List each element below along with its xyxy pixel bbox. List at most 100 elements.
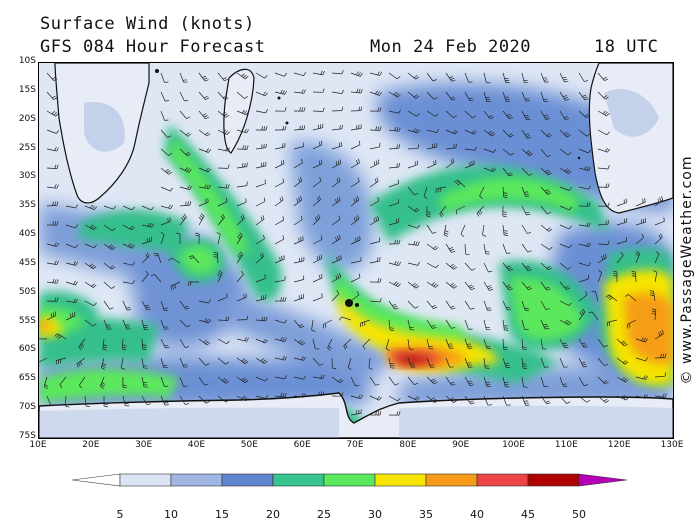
- wind-barb: [439, 205, 447, 214]
- wind-barb-feather: [85, 405, 90, 407]
- wind-barb-feather: [91, 225, 95, 230]
- wind-barb: [160, 167, 169, 175]
- wind-barb: [141, 376, 145, 387]
- wind-barb-feather: [471, 130, 475, 134]
- wind-barb-feather: [301, 107, 304, 112]
- wind-barb: [322, 319, 333, 325]
- wind-barb-feather: [244, 128, 247, 133]
- wind-barb-feather: [586, 133, 591, 137]
- wind-barb-feather: [636, 251, 640, 254]
- wind-barb-feather: [52, 95, 56, 99]
- wind-barb: [635, 237, 644, 245]
- wind-barb-feather: [204, 341, 209, 344]
- wind-barb-feather: [567, 266, 572, 270]
- wind-barb: [483, 319, 487, 330]
- wind-barb: [141, 255, 150, 264]
- wind-barb: [46, 129, 57, 134]
- wind-barb-feather: [545, 400, 550, 403]
- wind-barb: [407, 338, 410, 349]
- wind-barb-feather: [664, 393, 667, 398]
- wind-barb: [578, 395, 587, 403]
- wind-barb-feather: [358, 394, 361, 399]
- wind-barb-feather: [164, 404, 169, 406]
- wind-barb-feather: [485, 367, 490, 369]
- wind-barb-feather: [339, 273, 342, 278]
- wind-barb: [255, 91, 266, 97]
- wind-barb-feather: [604, 381, 609, 385]
- wind-barb: [559, 186, 570, 191]
- wind-barb-feather: [587, 149, 591, 154]
- wind-barb: [464, 338, 469, 349]
- wind-barb-feather: [225, 114, 230, 118]
- wind-barb: [274, 279, 285, 283]
- wind-barb-feather: [341, 106, 344, 111]
- wind-barb: [122, 205, 133, 211]
- wind-barb: [616, 202, 627, 207]
- wind-barb-feather: [299, 107, 302, 112]
- wind-barb-feather: [396, 261, 399, 266]
- wind-barb-feather: [166, 170, 171, 174]
- wind-barb-feather: [451, 79, 456, 82]
- wind-barb-feather: [543, 114, 548, 117]
- wind-barb: [597, 223, 609, 226]
- wind-barb-feather: [225, 197, 228, 202]
- land-africa: [54, 63, 255, 204]
- wind-barb: [445, 338, 450, 349]
- wind-barb: [407, 164, 418, 169]
- wind-barb-feather: [282, 297, 285, 302]
- wind-barb-feather: [54, 242, 57, 247]
- wind-barb: [388, 166, 400, 169]
- wind-barb-feather: [502, 213, 507, 216]
- wind-barb-feather: [189, 201, 192, 206]
- wind-barb-feather: [322, 71, 325, 76]
- wind-barb-feather: [598, 270, 603, 274]
- wind-barb: [122, 281, 133, 285]
- wind-barb: [407, 262, 418, 266]
- wind-barb-feather: [341, 89, 344, 94]
- wind-barb-feather: [621, 376, 625, 381]
- wind-barb-feather: [328, 345, 332, 349]
- wind-barb-feather: [132, 279, 135, 284]
- wind-barb-feather: [322, 107, 325, 112]
- lon-label: 90E: [452, 440, 470, 450]
- wind-barb: [578, 338, 585, 348]
- wind-barb-feather: [584, 80, 589, 82]
- wind-barb-feather: [396, 127, 399, 132]
- wind-barb-feather: [147, 222, 150, 227]
- wind-barb-feather: [103, 344, 108, 347]
- wind-barb-feather: [78, 346, 82, 351]
- wind-barb: [46, 91, 54, 100]
- legend-label: 10: [164, 508, 178, 521]
- wind-barb-feather: [188, 169, 192, 173]
- wind-barb-feather: [102, 363, 107, 366]
- wind-barb-feather: [545, 190, 550, 194]
- wind-barb: [407, 319, 411, 330]
- wind-barb: [654, 333, 664, 340]
- wind-barb-feather: [396, 76, 401, 80]
- wind-barb: [653, 291, 656, 302]
- wind-barb-feather: [303, 107, 306, 112]
- wind-barb: [350, 277, 361, 283]
- wind-barb: [84, 262, 94, 270]
- wind-barb: [103, 319, 108, 330]
- wind-barb-feather: [588, 262, 591, 267]
- wind-barb-feather: [54, 311, 57, 316]
- wind-barb: [369, 72, 380, 76]
- wind-barb-feather: [279, 197, 282, 202]
- wind-barb-feather: [208, 149, 211, 153]
- wind-barb: [255, 376, 266, 382]
- wind-barb: [331, 219, 341, 226]
- wind-barb-feather: [525, 135, 531, 137]
- wind-barb: [103, 262, 113, 270]
- wind-barb-feather: [377, 159, 380, 164]
- wind-barb: [312, 277, 323, 283]
- wind-barb-feather: [660, 233, 663, 238]
- wind-barb-feather: [299, 341, 304, 344]
- wind-barb: [369, 91, 380, 96]
- wind-barb: [217, 319, 229, 321]
- wind-barb-feather: [396, 411, 399, 416]
- wind-barb: [350, 128, 361, 131]
- wind-barb: [464, 129, 475, 135]
- wind-barb-feather: [544, 326, 549, 328]
- wind-barb-feather: [280, 336, 283, 341]
